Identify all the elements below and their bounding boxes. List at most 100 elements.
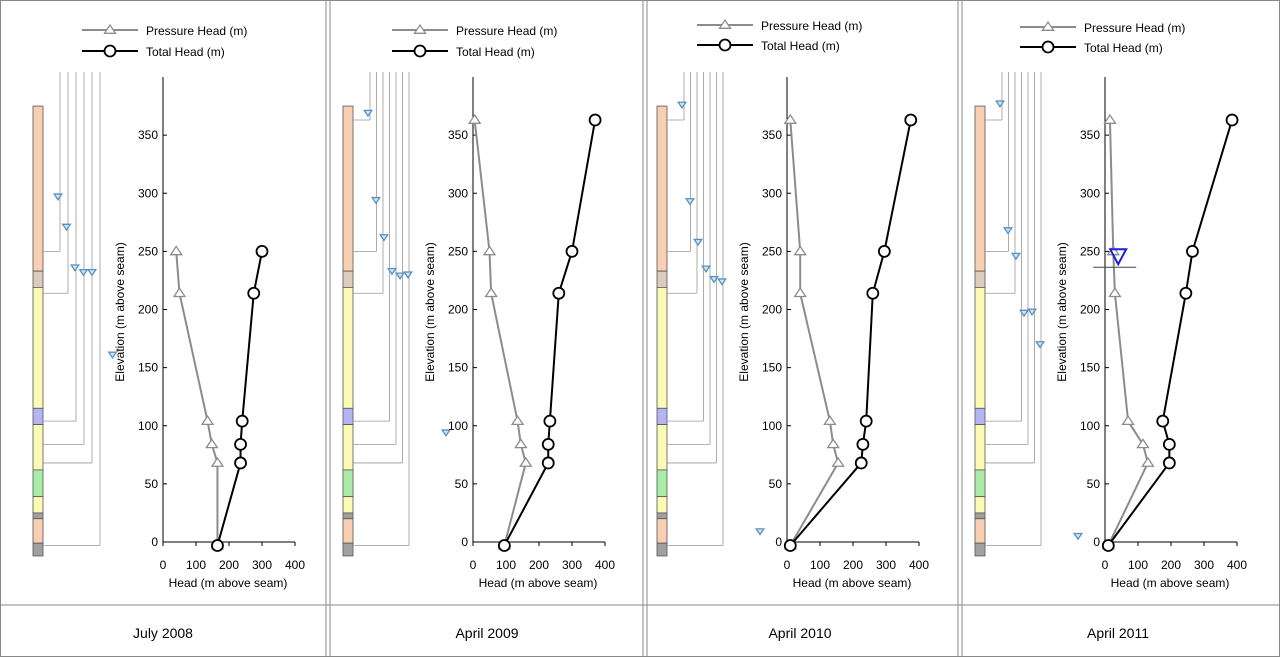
strata-layer xyxy=(32,424,44,471)
chart-panel: 0 50 100 150 200 250 300 350 0 100 200 300 400 Head (… xyxy=(32,23,305,641)
water-level-marker xyxy=(86,268,98,277)
data-point xyxy=(200,414,215,426)
water-level-marker xyxy=(440,429,452,437)
water-level-marker xyxy=(994,100,1006,108)
data-point xyxy=(234,437,247,451)
legend-marker xyxy=(413,44,427,58)
water-level-marker xyxy=(78,268,89,277)
x-tick-label: 300 xyxy=(562,558,582,572)
legend: Pressure Head (m) Total Head (m) xyxy=(82,23,247,59)
data-point xyxy=(484,287,498,298)
legend-label: Total Head (m) xyxy=(761,39,840,53)
water-level-marker xyxy=(370,196,382,205)
strata-layer xyxy=(974,424,986,471)
y-tick-label: 200 xyxy=(138,303,158,317)
legend-marker xyxy=(103,23,117,34)
x-tick-label: 400 xyxy=(1227,558,1247,572)
strata-layer xyxy=(342,105,354,272)
water-table-marker xyxy=(1108,248,1128,267)
x-tick-label: 300 xyxy=(252,558,272,572)
data-point xyxy=(1103,113,1117,124)
series-line xyxy=(789,119,840,546)
data-point xyxy=(482,245,497,256)
x-axis-label: Head (m above seam) xyxy=(479,576,598,590)
data-point xyxy=(565,244,579,258)
legend-label: Pressure Head (m) xyxy=(146,24,247,38)
y-tick-label: 0 xyxy=(151,535,158,549)
water-level-marker xyxy=(700,265,712,274)
y-axis-label: Elevation (m above seam) xyxy=(737,242,751,381)
strata-layer xyxy=(974,469,986,498)
series-line xyxy=(216,251,263,546)
y-tick-label: 50 xyxy=(145,477,159,491)
data-point xyxy=(856,437,870,451)
strata-layer xyxy=(342,512,354,520)
strata-layer xyxy=(342,424,354,471)
data-point xyxy=(210,456,225,467)
water-level-marker xyxy=(754,528,766,536)
y-tick-label: 200 xyxy=(448,303,468,317)
water-level-marker xyxy=(1018,309,1030,318)
water-level-marker xyxy=(1072,532,1084,541)
chart-panel: 0 50 100 150 200 250 300 350 0 100 200 300 400 Head (… xyxy=(974,20,1247,641)
y-tick-label: 0 xyxy=(1093,535,1100,549)
strata-layer xyxy=(974,105,986,272)
y-tick-label: 150 xyxy=(1080,361,1100,375)
x-tick-label: 300 xyxy=(876,558,896,572)
y-tick-label: 150 xyxy=(138,361,158,375)
data-point xyxy=(543,414,557,428)
y-tick-label: 250 xyxy=(138,244,158,258)
strata-layer xyxy=(342,542,354,557)
data-point xyxy=(234,456,247,470)
strata-layer xyxy=(32,287,44,409)
strata-layer xyxy=(32,542,44,557)
data-point xyxy=(541,437,555,451)
data-point xyxy=(793,287,807,298)
x-tick-label: 0 xyxy=(784,558,791,572)
x-tick-label: 400 xyxy=(285,558,305,572)
data-point xyxy=(205,438,219,449)
y-tick-label: 250 xyxy=(762,244,782,258)
data-point xyxy=(904,113,918,127)
data-point xyxy=(1121,414,1135,426)
data-point xyxy=(831,456,845,467)
legend-label: Pressure Head (m) xyxy=(761,19,862,33)
data-point xyxy=(510,414,525,426)
x-tick-label: 0 xyxy=(470,558,477,572)
data-point xyxy=(497,539,511,552)
data-point xyxy=(1108,287,1122,298)
strata-layer xyxy=(656,407,668,425)
water-level-marker xyxy=(61,223,72,232)
water-level-marker xyxy=(708,275,720,284)
x-tick-label: 300 xyxy=(1194,558,1214,572)
x-tick-label: 200 xyxy=(843,558,863,572)
data-point xyxy=(552,286,566,300)
y-tick-label: 350 xyxy=(138,128,158,142)
strata-layer xyxy=(32,512,44,520)
data-point xyxy=(1141,456,1155,467)
x-axis-label: Head (m above seam) xyxy=(169,576,288,590)
y-tick-label: 100 xyxy=(448,419,468,433)
strata-layer xyxy=(342,407,354,425)
y-tick-label: 50 xyxy=(455,477,469,491)
x-tick-label: 100 xyxy=(810,558,830,572)
data-point xyxy=(588,113,602,127)
legend-marker xyxy=(103,44,117,58)
y-tick-label: 300 xyxy=(762,186,782,200)
strata-layer xyxy=(656,105,668,272)
data-point xyxy=(172,287,187,298)
water-level-marker xyxy=(52,193,64,201)
data-point xyxy=(877,244,891,258)
y-tick-label: 250 xyxy=(448,244,468,258)
data-point xyxy=(866,286,880,300)
water-level-marker xyxy=(69,264,81,272)
x-tick-label: 200 xyxy=(219,558,239,572)
strata-layer xyxy=(32,270,44,288)
strata-layer xyxy=(342,287,354,409)
strata-layer xyxy=(656,424,668,471)
water-level-marker xyxy=(1002,227,1014,235)
series-line xyxy=(473,119,527,546)
y-tick-label: 300 xyxy=(138,186,158,200)
data-point xyxy=(783,539,797,552)
